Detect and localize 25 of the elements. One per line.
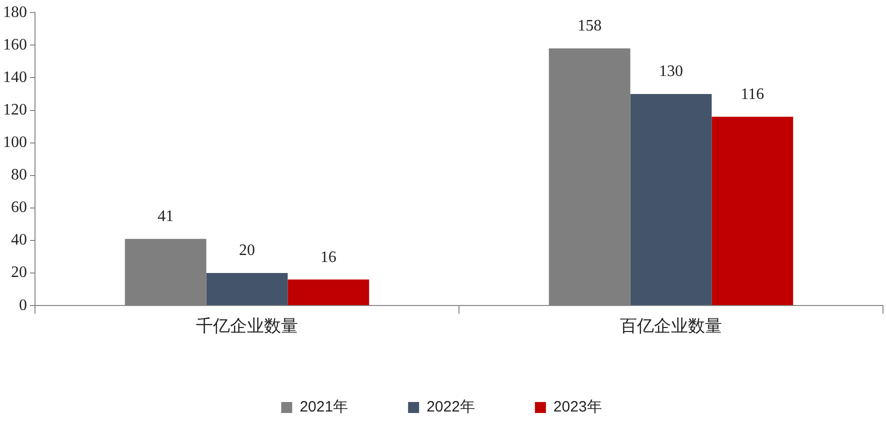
y-tick-label: 0 [19, 296, 27, 314]
bar [288, 280, 370, 306]
x-tick-label: 千亿企业数量 [196, 316, 298, 336]
data-label: 20 [239, 242, 255, 260]
y-tick-label: 80 [11, 166, 27, 184]
y-tick-label: 20 [11, 264, 27, 282]
y-tick-label: 60 [11, 199, 27, 216]
data-label: 116 [740, 86, 764, 103]
legend-label: 2022年 [426, 398, 475, 416]
bar [206, 273, 288, 306]
y-tick-label: 160 [3, 36, 27, 54]
bar [630, 94, 712, 306]
data-label: 130 [659, 63, 683, 80]
legend-label: 2023年 [553, 398, 602, 416]
y-tick-label: 140 [3, 68, 27, 86]
y-tick-label: 120 [3, 101, 27, 118]
bar [712, 116, 794, 306]
legend-label: 2021年 [300, 398, 348, 416]
y-tick-label: 40 [11, 232, 27, 249]
data-label: 158 [578, 18, 602, 35]
y-tick-label: 180 [3, 4, 27, 21]
y-tick-label: 100 [3, 134, 27, 152]
x-tick-label: 百亿企业数量 [620, 316, 722, 336]
data-label: 16 [320, 248, 336, 266]
data-label: 41 [158, 208, 174, 226]
